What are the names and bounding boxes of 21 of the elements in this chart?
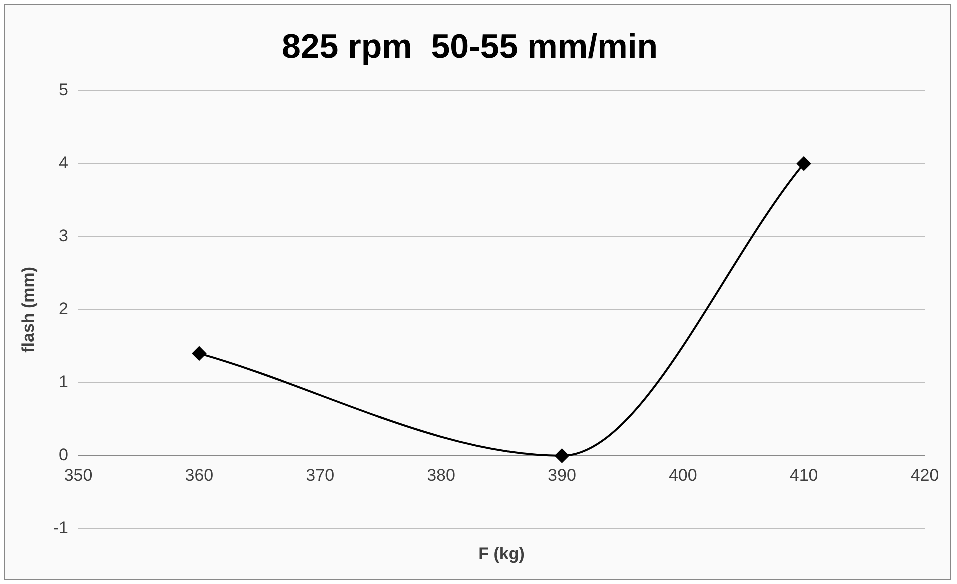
x-tick-label: 360 [185,466,214,485]
x-tick-label: 380 [427,466,456,485]
y-tick-label: 0 [59,446,69,465]
y-tick-label: 2 [59,300,69,319]
y-axis-title: flash (mm) [18,266,38,353]
x-tick-label: 400 [668,466,698,485]
y-tick-label: 5 [59,80,69,100]
y-tick-label: 1 [59,372,69,392]
y-tick-label: 3 [59,226,69,246]
chart-title: 825 rpm 50-55 mm/min [282,28,658,66]
point [192,346,206,361]
y-tick-label: 4 [59,154,69,173]
x-tick-label: 390 [548,466,576,485]
x-tick-label: 370 [306,466,335,485]
x-tick-label: 420 [910,466,940,485]
x-tick-label: 410 [790,466,818,485]
point [555,448,570,463]
x-tick-label: 350 [64,466,93,485]
point [797,156,812,171]
y-tick-label: -1 [53,518,69,538]
x-axis-title: F (kg) [478,544,525,564]
